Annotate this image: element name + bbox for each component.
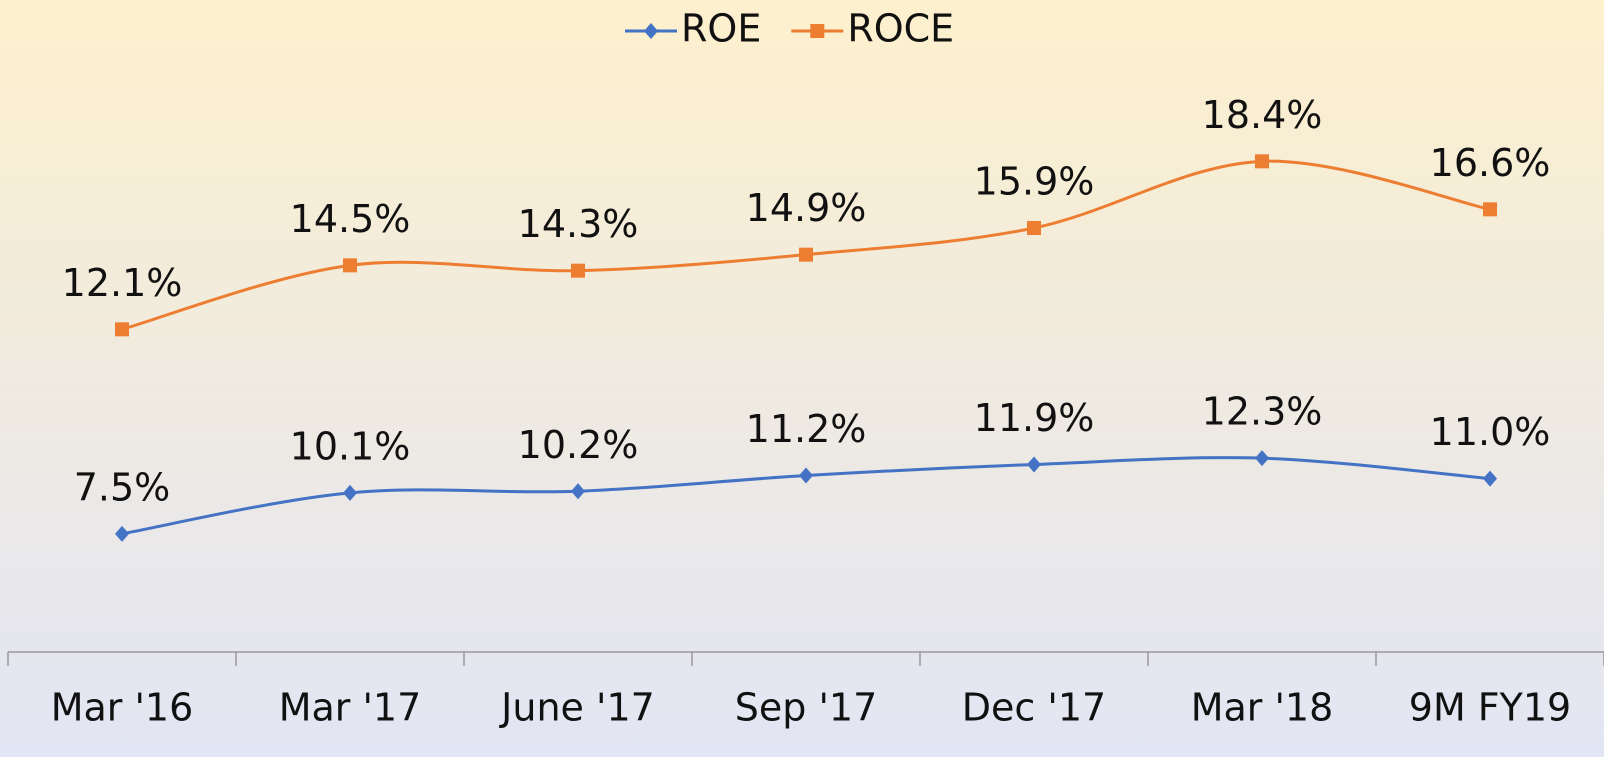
data-label: 12.1% <box>62 261 183 305</box>
legend-marker <box>644 23 658 39</box>
marker <box>1483 470 1497 487</box>
data-label: 12.3% <box>1202 390 1323 434</box>
x-tick-label: June '17 <box>499 686 655 730</box>
data-label: 18.4% <box>1202 93 1323 137</box>
legend-marker <box>810 24 825 38</box>
data-label: 15.9% <box>974 160 1095 204</box>
data-label: 11.9% <box>974 396 1095 440</box>
data-label: 16.6% <box>1430 141 1551 185</box>
legend-label: ROE <box>681 7 761 51</box>
marker <box>115 322 129 337</box>
marker <box>115 525 129 542</box>
marker <box>799 247 813 262</box>
data-label: 14.5% <box>290 197 411 241</box>
data-label: 10.2% <box>518 423 639 467</box>
x-tick-label: Mar '16 <box>51 686 194 730</box>
legend-label: ROCE <box>847 7 954 51</box>
marker <box>1483 202 1497 217</box>
data-label: 11.2% <box>746 407 867 451</box>
data-label: 14.9% <box>746 186 867 230</box>
marker <box>799 467 813 484</box>
legend: ROE ROCE <box>625 7 954 51</box>
marker <box>571 483 585 500</box>
x-tick-label: 9M FY19 <box>1409 686 1571 730</box>
marker <box>571 263 585 278</box>
data-label: 11.0% <box>1430 410 1551 454</box>
marker <box>343 484 357 501</box>
marker <box>1027 221 1041 235</box>
x-tick-label: Dec '17 <box>962 686 1106 730</box>
marker <box>343 258 357 273</box>
x-tick-label: Mar '17 <box>279 686 422 730</box>
x-tick-label: Mar '18 <box>1191 686 1334 730</box>
marker <box>1255 450 1269 467</box>
x-tick-label: Sep '17 <box>735 686 878 730</box>
marker <box>1027 456 1041 473</box>
data-label: 7.5% <box>74 465 171 509</box>
marker <box>1255 154 1269 169</box>
data-label: 10.1% <box>290 424 411 468</box>
data-label: 14.3% <box>518 202 639 246</box>
